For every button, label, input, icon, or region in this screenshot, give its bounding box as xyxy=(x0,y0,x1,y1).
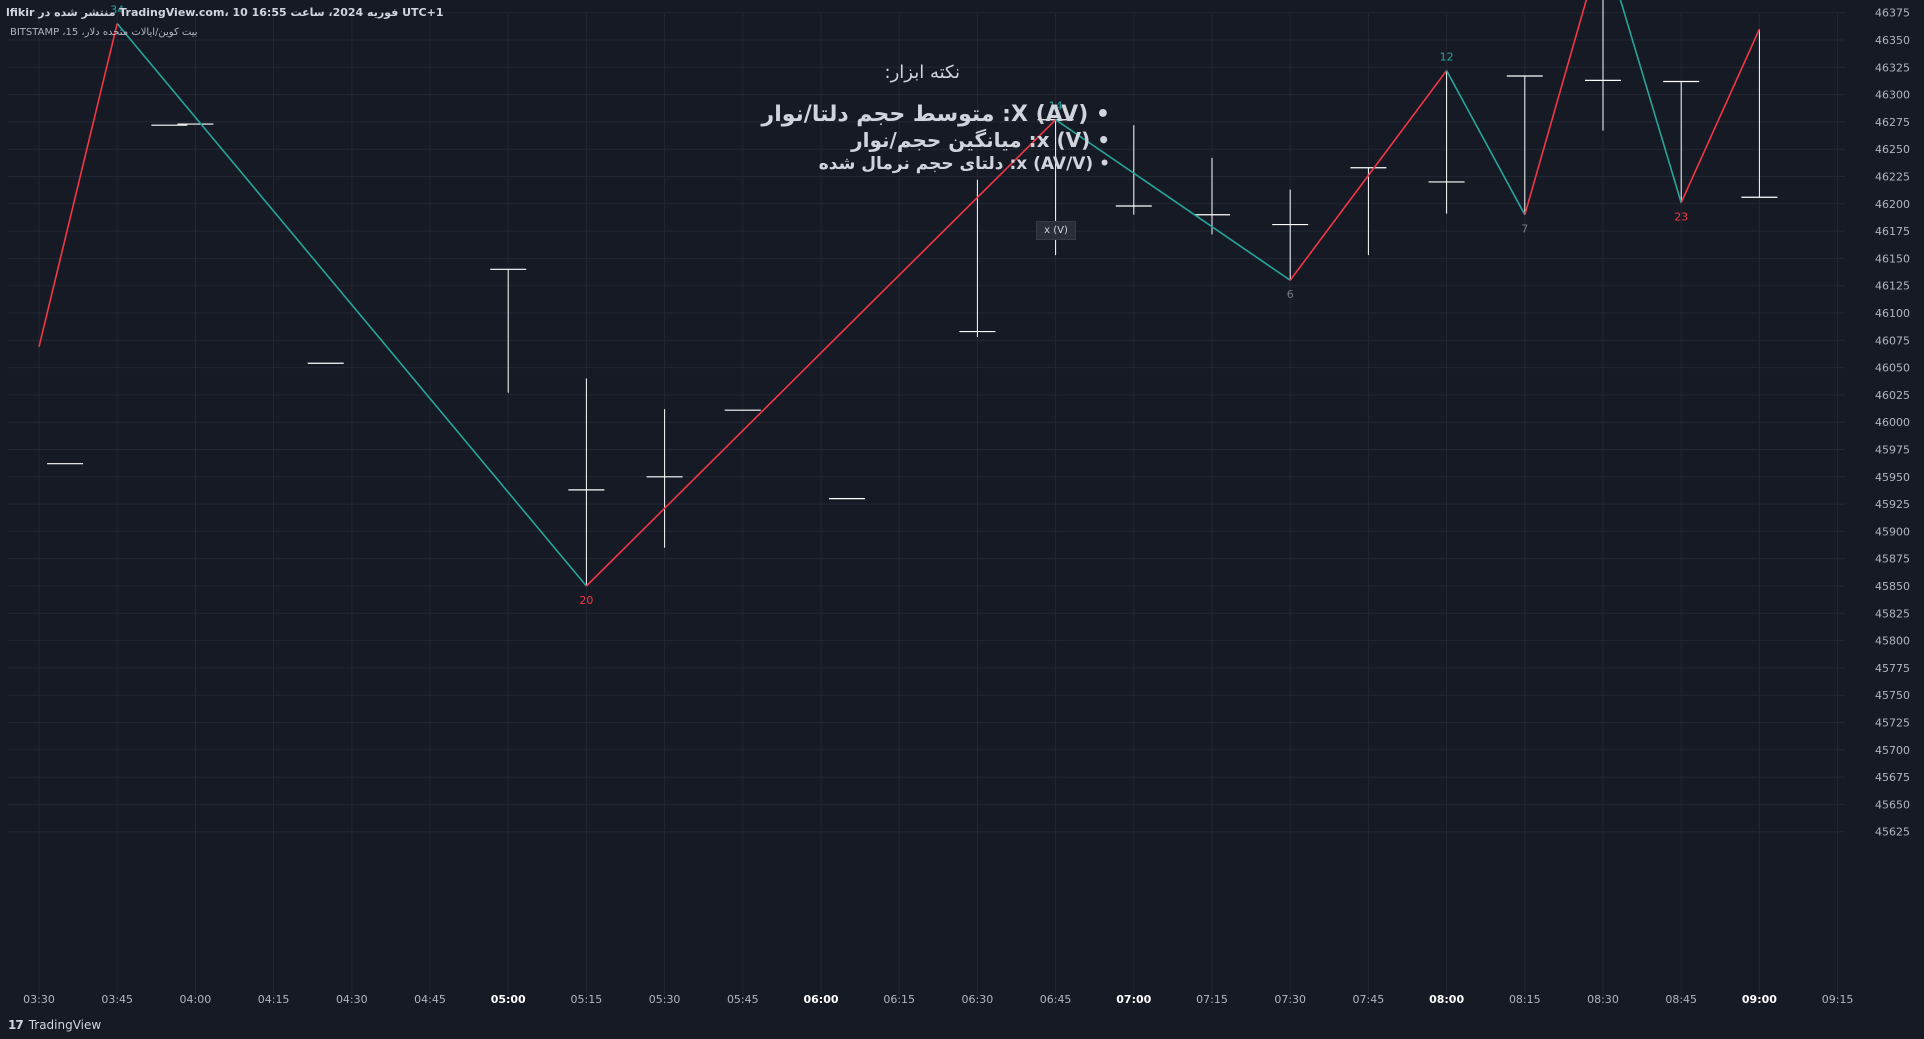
volume-marker-layer xyxy=(47,0,1778,586)
y-tick-label: 46100 xyxy=(1875,307,1910,320)
pivot-label: 12 xyxy=(1440,51,1454,64)
y-tick-label: 45700 xyxy=(1875,744,1910,757)
x-tick-label: 07:15 xyxy=(1196,993,1228,1006)
y-tick-label: 45925 xyxy=(1875,498,1910,511)
zigzag-segment xyxy=(1680,28,1761,204)
x-tick-label: 04:00 xyxy=(180,993,212,1006)
y-tick-label: 45625 xyxy=(1875,826,1910,839)
x-tick-label: 07:00 xyxy=(1116,993,1151,1006)
y-tick-label: 45875 xyxy=(1875,553,1910,566)
grid-layer xyxy=(8,12,1845,996)
zigzag-segment xyxy=(38,23,118,348)
x-tick-label: 06:30 xyxy=(962,993,994,1006)
tradingview-logo[interactable]: 17 TradingView xyxy=(8,1018,101,1032)
x-tick-label: 06:00 xyxy=(803,993,838,1006)
zigzag-layer xyxy=(38,0,1761,587)
publish-info: lfikir منتشر شده در TradingView.com، 10 … xyxy=(6,6,444,19)
x-tick-label: 03:30 xyxy=(23,993,55,1006)
x-tick-label: 08:15 xyxy=(1509,993,1541,1006)
x-tick-label: 09:00 xyxy=(1742,993,1777,1006)
tradingview-logo-text: TradingView xyxy=(28,1018,102,1032)
x-tick-label: 05:00 xyxy=(491,993,526,1006)
x-tick-label: 04:30 xyxy=(336,993,368,1006)
x-tick-label: 05:30 xyxy=(649,993,681,1006)
y-tick-label: 46250 xyxy=(1875,143,1910,156)
y-tick-label: 45675 xyxy=(1875,771,1910,784)
symbol-info: بیت کوین/ایالات متحده دلار، 15، BITSTAMP xyxy=(10,27,198,38)
y-tick-label: 45725 xyxy=(1875,717,1910,730)
y-tick-label: 46225 xyxy=(1875,171,1910,184)
y-tick-label: 45950 xyxy=(1875,471,1910,484)
y-tick-label: 46200 xyxy=(1875,198,1910,211)
note-line-v: • x (V): میانگین حجم/نوار xyxy=(851,128,1110,152)
pivot-label: 34 xyxy=(110,4,124,17)
note-line-av: • X (AV): متوسط حجم دلتا/نوار xyxy=(761,102,1110,127)
zigzag-segment xyxy=(116,23,588,587)
y-tick-label: 46350 xyxy=(1875,34,1910,47)
y-tick-label: 46125 xyxy=(1875,280,1910,293)
x-tick-label: 06:45 xyxy=(1040,993,1072,1006)
x-tick-label: 09:15 xyxy=(1822,993,1854,1006)
note-title: نکته ابزار: xyxy=(884,62,960,83)
y-tick-label: 46075 xyxy=(1875,334,1910,347)
pivot-label: 7 xyxy=(1521,223,1528,236)
x-tick-label: 04:45 xyxy=(414,993,446,1006)
note-line-avv: • x (AV/V): دلتای حجم نرمال شده xyxy=(818,154,1110,174)
zigzag-segment xyxy=(1524,0,1588,215)
pivot-label: 20 xyxy=(579,594,593,607)
pivot-label: 6 xyxy=(1287,288,1294,301)
x-tick-label: 08:00 xyxy=(1429,993,1464,1006)
zigzag-segment xyxy=(1619,0,1682,203)
y-tick-label: 46050 xyxy=(1875,362,1910,375)
y-tick-label: 45975 xyxy=(1875,444,1910,457)
tradingview-logo-icon: 17 xyxy=(8,1018,24,1032)
y-tick-label: 46150 xyxy=(1875,252,1910,265)
x-tick-label: 08:45 xyxy=(1665,993,1697,1006)
y-tick-label: 45775 xyxy=(1875,662,1910,675)
y-tick-label: 45825 xyxy=(1875,607,1910,620)
x-tick-label: 03:45 xyxy=(101,993,133,1006)
y-tick-label: 46025 xyxy=(1875,389,1910,402)
x-tick-label: 06:15 xyxy=(883,993,915,1006)
x-tick-label: 07:45 xyxy=(1353,993,1385,1006)
x-axis: 03:30 03:45 04:00 04:15 04:30 04:45 05:00 05:15… xyxy=(23,993,1853,1006)
x-tick-label: 05:45 xyxy=(727,993,759,1006)
x-tick-label: 08:30 xyxy=(1587,993,1619,1006)
zigzag-segment xyxy=(585,119,1057,587)
pivot-label: 23 xyxy=(1674,211,1688,224)
y-axis: 45625 45650 45675 45700 45725 45750 45775 45800… xyxy=(1875,7,1910,839)
x-tick-label: 05:15 xyxy=(571,993,603,1006)
y-tick-label: 46175 xyxy=(1875,225,1910,238)
x-tick-label: 07:30 xyxy=(1274,993,1306,1006)
y-tick-label: 46275 xyxy=(1875,116,1910,129)
x-tick-label: 04:15 xyxy=(258,993,290,1006)
y-tick-label: 45900 xyxy=(1875,525,1910,538)
zigzag-segment xyxy=(1055,119,1291,281)
y-tick-label: 45800 xyxy=(1875,635,1910,648)
y-tick-label: 46000 xyxy=(1875,416,1910,429)
y-tick-label: 46325 xyxy=(1875,61,1910,74)
y-tick-label: 46300 xyxy=(1875,89,1910,102)
zigzag-segment xyxy=(1445,70,1526,216)
y-tick-label: 46375 xyxy=(1875,7,1910,20)
pivot-label-layer: 34201461273323 xyxy=(110,4,1688,607)
pivot-label: 14 xyxy=(1049,100,1063,113)
tag-box[interactable]: x (V) xyxy=(1036,221,1076,240)
y-tick-label: 45750 xyxy=(1875,689,1910,702)
y-tick-label: 45650 xyxy=(1875,798,1910,811)
y-tick-label: 45850 xyxy=(1875,580,1910,593)
zigzag-segment xyxy=(1289,70,1448,281)
